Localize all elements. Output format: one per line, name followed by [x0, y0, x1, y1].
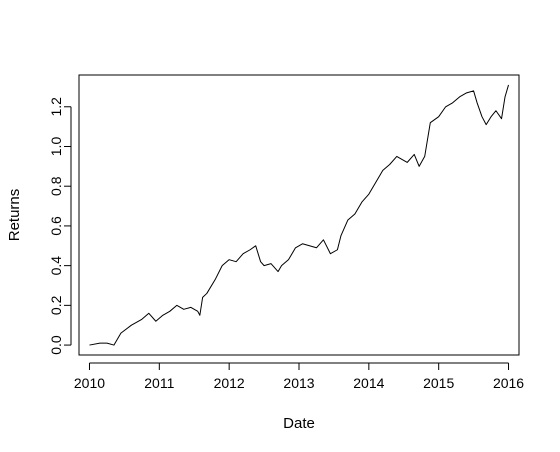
y-axis: 0.0 0.2 0.4 0.6 0.8 1.0 1.2	[48, 97, 72, 355]
y-tick-label: 0.6	[48, 216, 64, 236]
y-tick-label: 1.2	[48, 97, 64, 117]
x-tick-label: 2015	[423, 375, 454, 391]
x-tick-label: 2016	[493, 375, 524, 391]
x-axis-label: Date	[283, 415, 315, 432]
y-tick-label: 1.0	[48, 137, 64, 157]
returns-series-line	[89, 84, 509, 346]
x-tick-label: 2013	[283, 375, 314, 391]
x-tick-label: 2014	[353, 375, 384, 391]
series-group	[89, 84, 509, 346]
plot-frame	[78, 74, 520, 356]
y-tick-label: 0.4	[48, 256, 64, 276]
x-tick-label: 2010	[74, 375, 105, 391]
y-tick-label: 0.0	[48, 335, 64, 355]
y-axis-label: Returns	[6, 189, 23, 242]
x-tick-label: 2012	[214, 375, 245, 391]
x-axis: 2010 2011 2012 2013 2014 2015 2016	[74, 362, 524, 391]
x-tick-label: 2011	[144, 375, 174, 391]
y-tick-label: 0.8	[48, 176, 64, 196]
y-tick-label: 0.2	[48, 295, 64, 315]
